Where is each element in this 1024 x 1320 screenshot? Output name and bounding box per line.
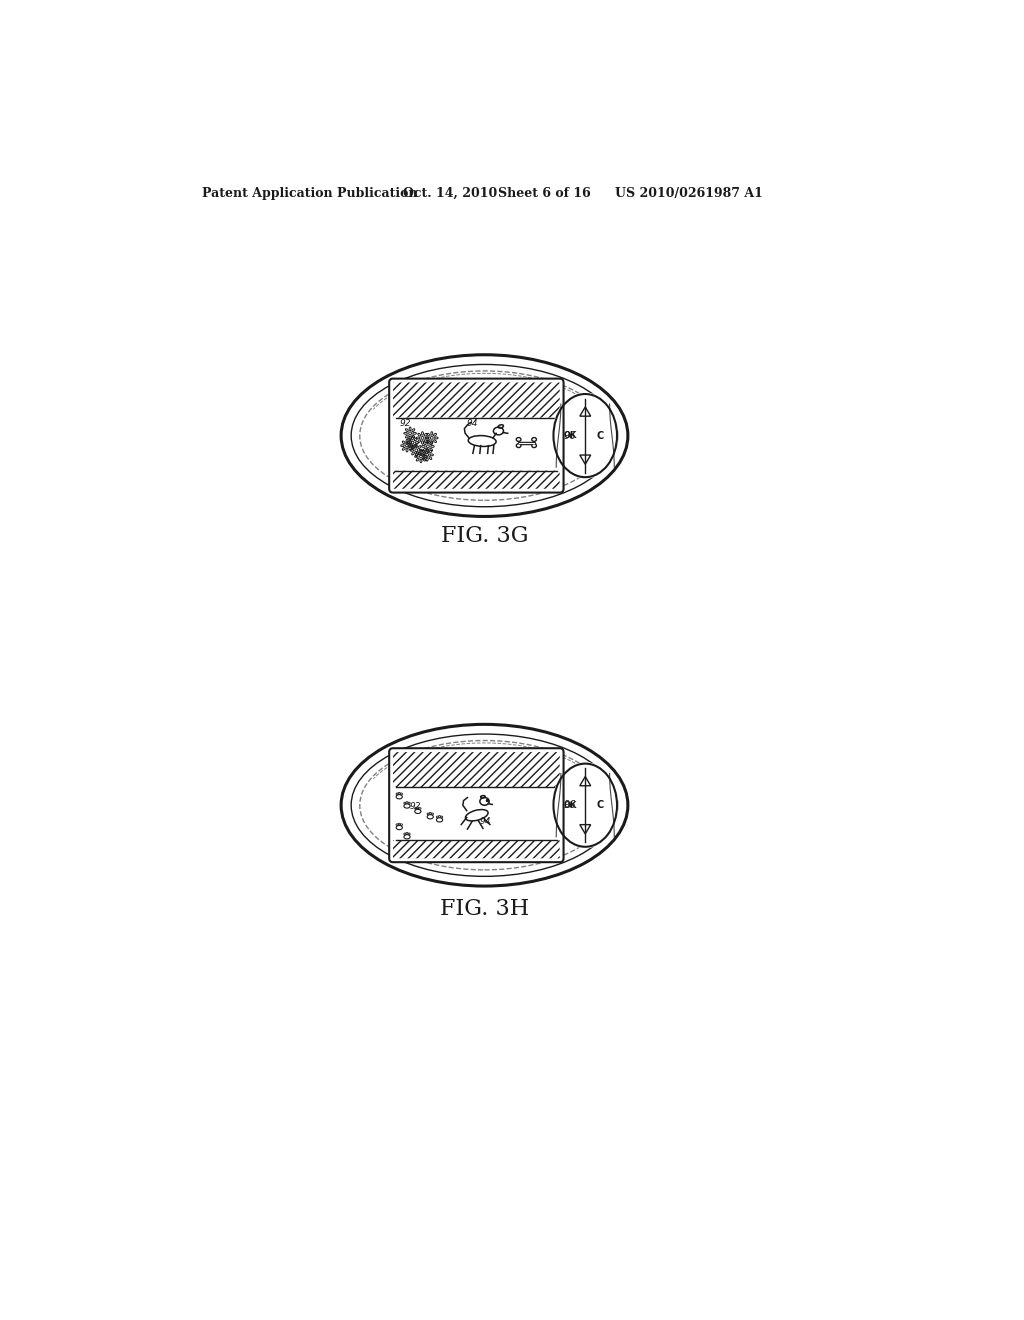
- Ellipse shape: [436, 816, 438, 818]
- Ellipse shape: [436, 818, 442, 822]
- Ellipse shape: [427, 813, 429, 814]
- Text: 94: 94: [467, 418, 478, 428]
- Ellipse shape: [438, 816, 440, 817]
- Ellipse shape: [406, 833, 409, 834]
- Ellipse shape: [415, 808, 417, 809]
- Text: 94: 94: [480, 817, 492, 826]
- Ellipse shape: [431, 813, 433, 814]
- Ellipse shape: [552, 392, 618, 479]
- Ellipse shape: [429, 812, 431, 814]
- Ellipse shape: [396, 793, 398, 795]
- Ellipse shape: [516, 437, 521, 441]
- Text: FIG. 3H: FIG. 3H: [440, 898, 529, 920]
- Ellipse shape: [415, 809, 421, 813]
- Ellipse shape: [440, 816, 442, 818]
- Text: C: C: [597, 800, 604, 810]
- Text: 92: 92: [410, 801, 422, 810]
- Text: US 2010/0261987 A1: US 2010/0261987 A1: [614, 187, 763, 199]
- Ellipse shape: [409, 803, 411, 804]
- Text: C: C: [597, 430, 604, 441]
- Ellipse shape: [409, 833, 411, 834]
- Ellipse shape: [531, 437, 537, 441]
- FancyBboxPatch shape: [393, 841, 560, 858]
- Text: Oct. 14, 2010: Oct. 14, 2010: [403, 187, 498, 199]
- Ellipse shape: [396, 825, 402, 830]
- Ellipse shape: [400, 824, 402, 825]
- Ellipse shape: [403, 834, 410, 840]
- FancyBboxPatch shape: [393, 471, 560, 488]
- Text: 96: 96: [563, 430, 577, 441]
- Text: 92: 92: [399, 418, 411, 428]
- Ellipse shape: [396, 824, 398, 825]
- Text: OK: OK: [563, 801, 577, 809]
- Ellipse shape: [417, 807, 419, 809]
- FancyBboxPatch shape: [389, 379, 563, 492]
- Ellipse shape: [396, 795, 402, 799]
- Ellipse shape: [341, 355, 628, 516]
- Text: Patent Application Publication: Patent Application Publication: [202, 187, 417, 199]
- Ellipse shape: [406, 801, 409, 804]
- FancyBboxPatch shape: [389, 748, 563, 862]
- Text: Sheet 6 of 16: Sheet 6 of 16: [499, 187, 591, 199]
- Ellipse shape: [400, 793, 402, 795]
- Ellipse shape: [403, 804, 410, 808]
- Ellipse shape: [531, 444, 537, 447]
- Ellipse shape: [427, 814, 433, 818]
- Ellipse shape: [398, 792, 400, 795]
- Text: FIG. 3G: FIG. 3G: [440, 525, 528, 546]
- FancyBboxPatch shape: [393, 752, 560, 787]
- Ellipse shape: [419, 808, 421, 809]
- Ellipse shape: [552, 762, 618, 849]
- FancyBboxPatch shape: [393, 383, 560, 417]
- Ellipse shape: [403, 803, 406, 804]
- Ellipse shape: [398, 824, 400, 825]
- Ellipse shape: [516, 444, 521, 447]
- Text: OK: OK: [563, 432, 577, 440]
- Ellipse shape: [403, 833, 406, 834]
- Text: 96: 96: [563, 800, 577, 810]
- Ellipse shape: [341, 725, 628, 886]
